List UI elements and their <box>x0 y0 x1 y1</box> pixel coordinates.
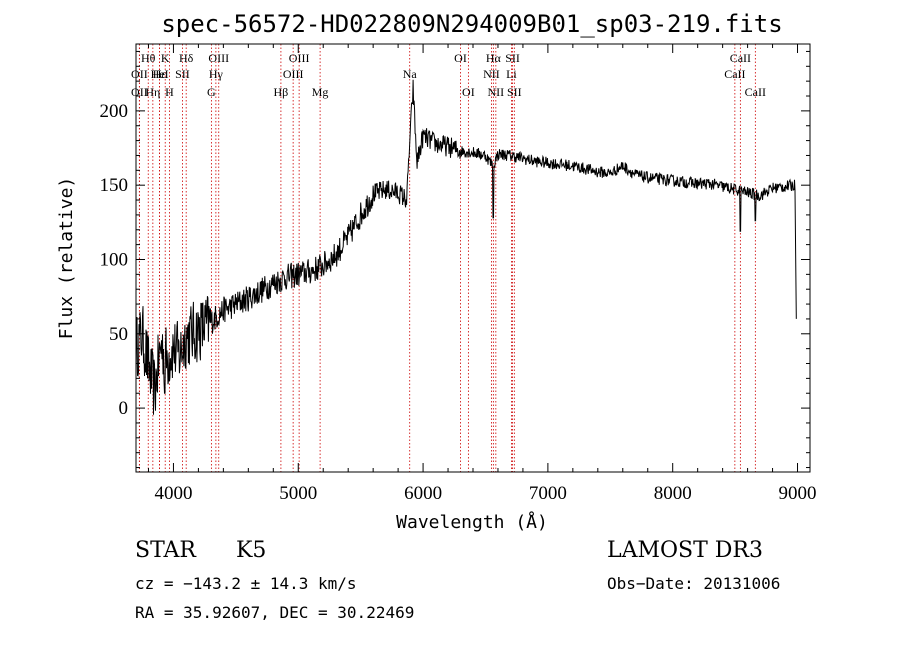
spectrum-trace <box>135 79 797 415</box>
spectral-line-label-3: OIII <box>208 51 229 65</box>
spectral-line-label-20: Hη <box>145 85 160 99</box>
spectral-line-label-28: CaII <box>745 85 766 99</box>
spectral-line-label-25: OI <box>462 85 475 99</box>
spectral-line-label-15: Na <box>403 67 418 81</box>
spectral-line-label-21: H <box>165 85 174 99</box>
spectral-line-label-7: SII <box>505 51 520 65</box>
spectral-line-label-1: K <box>161 51 170 65</box>
spectral-line-label-16: NII <box>483 67 500 81</box>
x-tick-label-2: 6000 <box>404 483 442 504</box>
x-tick-label-4: 8000 <box>654 483 692 504</box>
x-tick-label-5: 9000 <box>779 483 817 504</box>
y-tick-label-4: 200 <box>100 101 129 122</box>
x-tick-label-3: 7000 <box>529 483 567 504</box>
y-tick-label-2: 100 <box>100 249 129 270</box>
redshift-cz: cz = −143.2 ± 14.3 km/s <box>135 574 357 593</box>
spectral-line-label-24: Mg <box>312 85 329 99</box>
spectral-line-label-4: OIII <box>289 51 310 65</box>
plot-frame <box>135 43 811 473</box>
y-tick-label-1: 50 <box>109 324 128 345</box>
x-tick-label-1: 5000 <box>279 483 317 504</box>
spectral-line-label-18: CaII <box>724 67 745 81</box>
x-axis-label: Wavelength (Å) <box>396 511 548 533</box>
spectral-line-label-5: OI <box>454 51 467 65</box>
spectral-line-label-8: CaII <box>730 51 751 65</box>
object-type-value: STAR <box>135 538 196 563</box>
spectral-line-label-0: Hθ <box>141 51 156 65</box>
spectral-line-label-11: HeI <box>151 67 169 81</box>
spectral-line-markers <box>138 44 756 472</box>
spectral-line-label-9: OII <box>131 67 148 81</box>
y-tick-label-0: 0 <box>119 398 129 419</box>
x-axis-ticks: 4000 5000 6000 7000 8000 9000 <box>147 44 817 504</box>
spectral-line-label-6: Hα <box>486 51 502 65</box>
y-axis-label: Flux (relative) <box>56 177 77 340</box>
spectral-line-label-23: Hβ <box>274 85 289 99</box>
survey-name: LAMOST DR3 <box>607 538 763 563</box>
coordinates: RA = 35.92607, DEC = 30.22469 <box>135 603 415 622</box>
y-tick-label-3: 150 <box>100 175 129 196</box>
subclass-value: K5 <box>236 538 267 563</box>
observation-date: Obs−Date: 20131006 <box>607 574 781 593</box>
spectral-line-label-13: Hγ <box>209 67 224 81</box>
spectral-line-label-10: Hε <box>153 67 167 81</box>
spectral-line-label-12: SII <box>175 67 190 81</box>
spectral-line-label-14: OIII <box>283 67 304 81</box>
spectral-line-label-22: G <box>207 85 216 99</box>
x-tick-label-0: 4000 <box>154 483 192 504</box>
spectral-line-label-27: SII <box>507 85 522 99</box>
spectral-line-label-2: Hδ <box>179 51 194 65</box>
chart-title: spec-56572-HD022809N294009B01_sp03-219.f… <box>161 10 782 38</box>
y-axis-ticks: 0 50 100 150 200 <box>100 50 810 469</box>
spectral-line-label-19: OII <box>131 85 148 99</box>
spectral-line-label-17: Li <box>506 67 517 81</box>
object-type: STAR K5 <box>135 538 266 563</box>
spectral-line-label-26: NII <box>488 85 505 99</box>
